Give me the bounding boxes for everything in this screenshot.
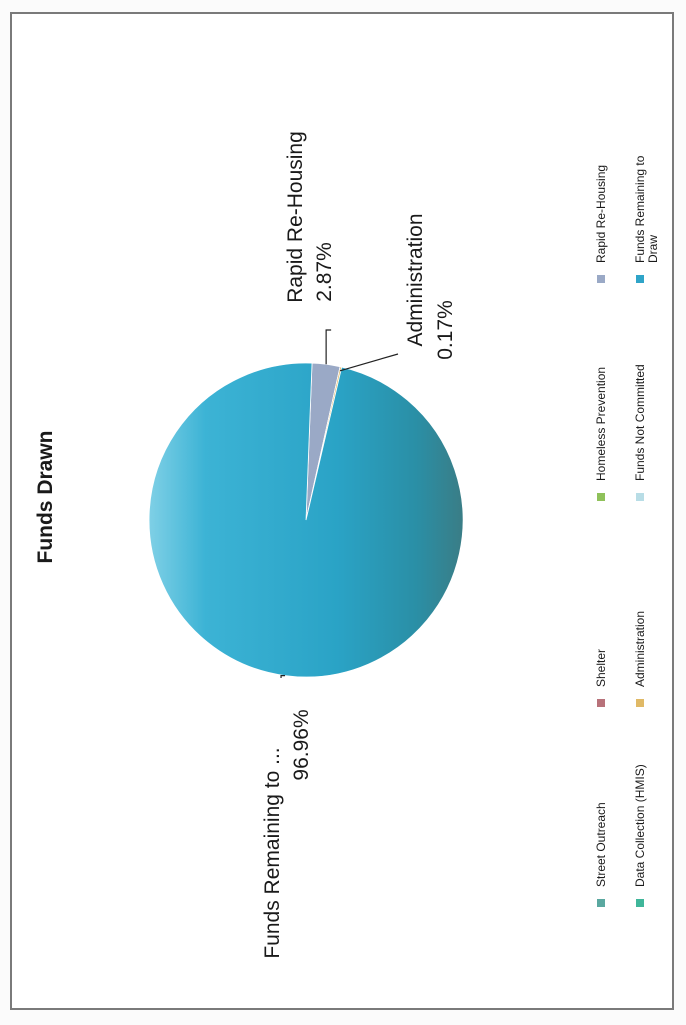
- slice-label-funds-remaining: Funds Remaining to ... 96.96%: [261, 709, 313, 958]
- legend-item: Street Outreach: [594, 802, 608, 907]
- slice-label-rapid-rehousing: Rapid Re-Housing 2.87%: [284, 131, 336, 303]
- legend-label: Draw: [646, 235, 660, 263]
- legend-item: Data Collection (HMIS): [633, 764, 647, 907]
- legend-label: Funds Not Committed: [633, 364, 647, 481]
- slice-label-funds-remaining-value: 96.96%: [290, 709, 313, 780]
- legend-item: Homeless Prevention: [594, 367, 608, 501]
- legend-swatch: [597, 493, 605, 501]
- legend-swatch: [636, 493, 644, 501]
- leader-funds-remaining: [280, 674, 286, 678]
- legend-label: Homeless Prevention: [594, 367, 608, 481]
- legend-label: Street Outreach: [594, 802, 608, 887]
- leader-rapid-rehousing: [325, 329, 332, 365]
- legend-item: Funds Remaining to Draw: [633, 155, 660, 283]
- legend-label: Data Collection (HMIS): [633, 764, 647, 887]
- legend-swatch: [597, 275, 605, 283]
- legend-item: Rapid Re-Housing: [594, 165, 608, 283]
- slice-label-leaders: [280, 329, 399, 678]
- legend-label: Administration: [633, 611, 647, 687]
- slice-label-rapid-rehousing-value: 2.87%: [313, 242, 336, 302]
- legend-swatch: [636, 699, 644, 707]
- legend-item: Funds Not Committed: [633, 364, 647, 501]
- slice-label-administration-value: 0.17%: [434, 300, 457, 360]
- slice-label-administration: Administration 0.17%: [404, 213, 457, 359]
- legend-item: Shelter: [594, 649, 608, 707]
- legend-label: Funds Remaining to: [633, 155, 647, 263]
- pie-slices: [148, 362, 464, 678]
- slice-label-funds-remaining-name: Funds Remaining to ...: [261, 747, 284, 958]
- legend-swatch: [597, 699, 605, 707]
- pie-slice-0: [148, 362, 464, 678]
- slice-label-administration-name: Administration: [404, 213, 427, 346]
- slice-label-rapid-rehousing-name: Rapid Re-Housing: [284, 131, 307, 303]
- chart-title: Funds Drawn: [34, 430, 57, 563]
- legend-swatch: [597, 899, 605, 907]
- legend-label: Rapid Re-Housing: [594, 165, 608, 263]
- leader-administration: [339, 353, 399, 372]
- legend-swatch: [636, 275, 644, 283]
- legend-label: Shelter: [594, 649, 608, 687]
- legend-swatch: [636, 899, 644, 907]
- legend-item: Administration: [633, 611, 647, 707]
- legend: Street Outreach Data Collection (HMIS) She…: [594, 155, 660, 907]
